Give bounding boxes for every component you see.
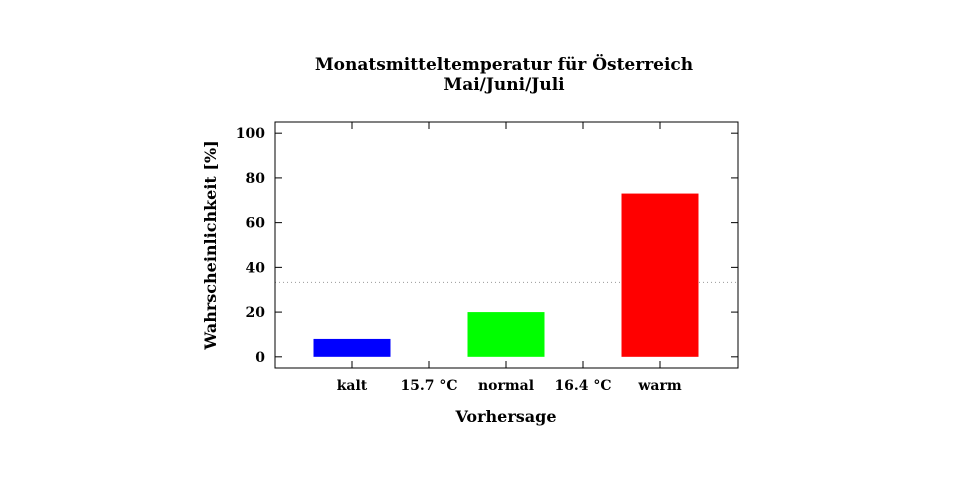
y-tick-label: 20 [246,305,266,321]
x-separator-label: 16.4 °C [554,378,611,394]
y-tick-label: 60 [246,216,266,232]
x-tick-label-kalt: kalt [337,378,368,394]
x-separator-label: 15.7 °C [400,378,457,394]
x-tick-label-warm: warm [637,378,681,394]
bar-warm [621,193,699,357]
y-tick-label: 80 [246,171,266,187]
chart-title: Monatsmitteltemperatur für Österreich [315,54,693,75]
y-axis: 0 20 40 60 80 100 [236,126,738,366]
x-axis-label: Vorhersage [454,407,556,426]
y-axis-label: Wahrscheinlichkeit [%] [201,140,220,350]
chart-subtitle: Mai/Juni/Juli [443,75,565,95]
bar-normal [467,312,545,357]
x-axis: kalt normal warm 15.7 °C 16.4 °C [337,122,682,394]
bars [313,193,699,357]
bar-kalt [313,338,391,357]
y-tick-label: 0 [255,350,265,366]
y-tick-label: 100 [236,126,265,142]
y-tick-label: 40 [246,260,266,276]
x-tick-label-normal: normal [478,378,534,394]
